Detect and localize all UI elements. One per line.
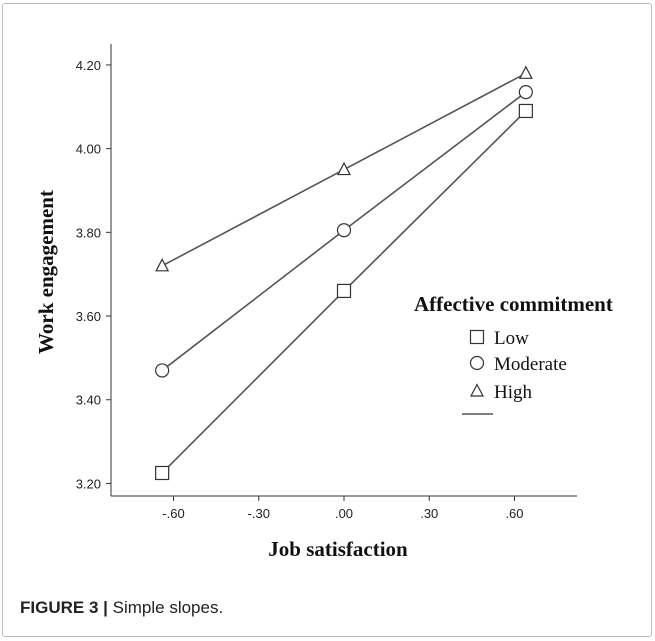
axes — [110, 44, 577, 497]
legend: Affective commitment Low Moderate High — [414, 292, 613, 415]
y-tick-label: 3.20 — [76, 476, 101, 491]
data-point-high — [518, 65, 533, 79]
data-point-high — [337, 161, 351, 176]
legend-label-high: High — [494, 382, 533, 403]
legend-label-low: Low — [494, 328, 529, 349]
data-point-moderate — [155, 363, 170, 378]
y-tick-label: 3.80 — [76, 225, 101, 240]
data-point-moderate — [336, 223, 352, 238]
caption-separator: | — [103, 598, 108, 617]
data-point-low — [155, 465, 170, 481]
data-point-low — [336, 283, 352, 299]
data-point-moderate — [518, 85, 533, 100]
y-tick-label: 3.40 — [76, 393, 101, 408]
y-tick-label: 3.60 — [76, 309, 101, 324]
legend-marker-high — [470, 383, 484, 397]
legend-label-moderate: Moderate — [494, 354, 567, 375]
ticks: 3.20 3.40 3.60 3.80 4.00 4.20 -.60 -.30 .00 .30 .6… — [76, 58, 524, 521]
caption-text: Simple slopes. — [112, 598, 224, 617]
series-lines — [161, 72, 527, 474]
x-tick-label: -.60 — [162, 506, 184, 521]
x-tick-label: .00 — [335, 506, 353, 521]
legend-marker-low — [469, 329, 485, 345]
simple-slopes-chart: 3.20 3.40 3.60 3.80 4.00 4.20 -.60 -.30 .00 .30 .6… — [34, 44, 613, 561]
y-axis-label: Work engagement — [34, 190, 58, 354]
x-axis-label: Job satisfaction — [268, 537, 408, 561]
x-tick-label: .30 — [420, 506, 438, 521]
figure-frame — [2, 3, 652, 637]
figure-caption: FIGURE 3 | Simple slopes. — [20, 598, 223, 618]
y-tick-label: 4.00 — [76, 142, 101, 157]
data-point-low — [518, 103, 533, 119]
markers — [155, 65, 533, 481]
x-tick-label: .60 — [505, 506, 523, 521]
data-point-high — [155, 258, 170, 272]
caption-label: FIGURE 3 — [20, 598, 99, 617]
legend-marker-moderate — [469, 355, 485, 371]
x-tick-label: -.30 — [248, 506, 270, 521]
legend-title: Affective commitment — [414, 292, 613, 316]
y-tick-label: 4.20 — [76, 58, 101, 73]
